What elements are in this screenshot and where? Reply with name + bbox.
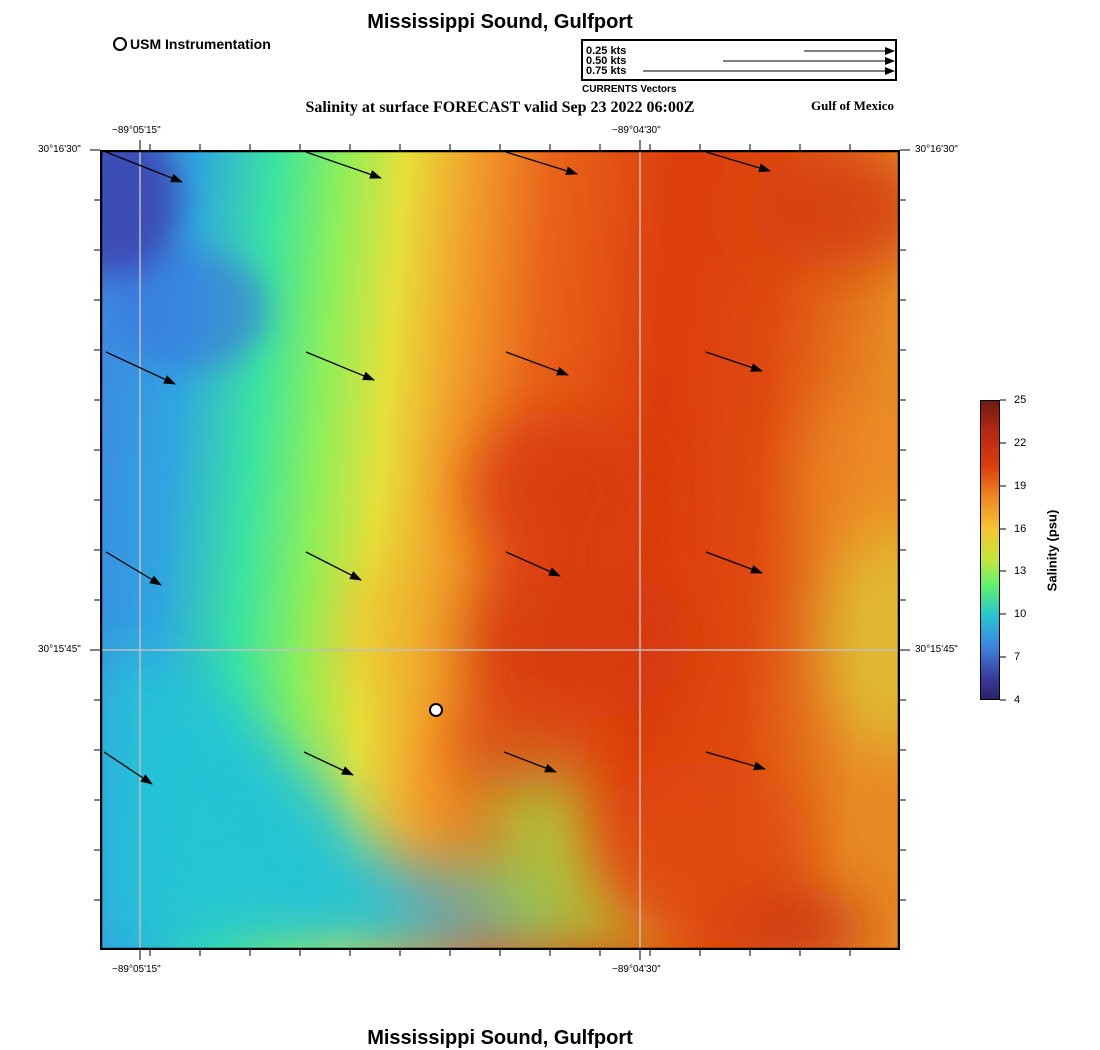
map-subtitle: Salinity at surface FORECAST valid Sep 2… (305, 99, 695, 116)
current-vector (505, 351, 569, 376)
colorbar-gradient (980, 400, 1000, 700)
instrument-marker-icon (113, 37, 127, 51)
current-vector (505, 151, 578, 176)
instrumentation-legend: USM Instrumentation (113, 36, 271, 52)
current-vector (705, 551, 763, 574)
colorbar-tick-25: 25 (1014, 394, 1027, 406)
colorbar-ticks (1000, 399, 1006, 701)
vector-ref-label-025: 0.25 kts (586, 45, 627, 57)
colorbar-title: Salinity (psu) (1044, 509, 1060, 592)
lon-label-top-1: −89°05'15" (112, 125, 161, 136)
current-vector (705, 351, 763, 372)
vector-ref-label-075: 0.75 kts (586, 65, 627, 77)
lat-label-left-2: 30°15'45" (38, 644, 81, 655)
vector-reference-box: 0.25 kts 0.50 kts 0.75 kts (581, 39, 897, 81)
lon-label-bottom-1: −89°05'15" (112, 964, 161, 975)
current-vectors (103, 151, 771, 785)
frame-ticks (90, 140, 910, 960)
region-label: Gulf of Mexico (811, 98, 895, 113)
vector-caption: CURRENTS Vectors (582, 84, 677, 95)
lon-label-top-2: −89°04'30" (612, 125, 661, 136)
colorbar-tick-7: 7 (1014, 651, 1021, 663)
current-vector (105, 151, 183, 183)
footer-title: Mississippi Sound, Gulfport (367, 1027, 633, 1049)
salinity-field (100, 150, 900, 950)
current-vector (303, 751, 354, 776)
colorbar-tick-10: 10 (1014, 608, 1027, 620)
current-vector (505, 551, 561, 577)
colorbar-tick-22: 22 (1014, 437, 1027, 449)
current-vector (105, 351, 176, 385)
current-vector (503, 751, 557, 773)
current-vector (305, 151, 382, 179)
vector-ref-arrows (643, 47, 895, 75)
colorbar-tick-19: 19 (1014, 480, 1027, 492)
current-vector (105, 551, 162, 586)
lat-label-right-2: 30°15'45" (915, 644, 958, 655)
current-vector (103, 751, 153, 785)
current-vector (305, 351, 375, 381)
instrumentation-label: USM Instrumentation (130, 36, 271, 52)
colorbar-tick-4: 4 (1014, 694, 1021, 706)
lon-label-bottom-2: −89°04'30" (612, 964, 661, 975)
lat-label-left-1: 30°16'30" (38, 144, 81, 155)
current-vector (705, 751, 766, 771)
vector-ref-label-050: 0.50 kts (586, 55, 627, 67)
lat-label-right-1: 30°16'30" (915, 144, 958, 155)
map-title: Mississippi Sound, Gulfport (367, 11, 633, 33)
salinity-map (100, 150, 900, 950)
usm-instrument-marker (429, 703, 443, 717)
current-vector (705, 151, 771, 173)
colorbar-tick-16: 16 (1014, 523, 1027, 535)
colorbar-tick-13: 13 (1014, 565, 1027, 577)
salinity-colorbar (980, 400, 1000, 700)
current-vector (305, 551, 362, 581)
